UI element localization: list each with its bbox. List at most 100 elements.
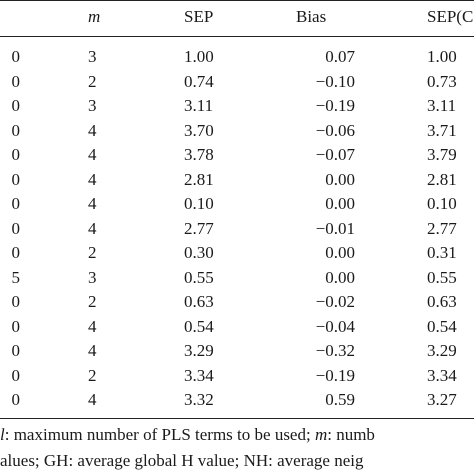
table-top-rule <box>0 0 474 1</box>
cell-sepc: 3.29 <box>427 341 457 360</box>
footnote-l-symbol: l <box>0 425 5 444</box>
cell-sepc: 0.55 <box>427 267 457 287</box>
table-row: 0 4 3.32 0.59 3.27 <box>0 388 474 412</box>
cell-bias: 0.00 <box>325 194 355 213</box>
table-header-rule <box>0 36 474 37</box>
cell-bias: −0.02 <box>315 292 355 311</box>
header-m: m <box>88 7 101 26</box>
table-row: 0 4 3.78 −0.07 3.79 <box>0 143 474 167</box>
table-row: 0 2 0.74 −0.10 0.73 <box>0 70 474 94</box>
cell-bias: −0.19 <box>315 365 355 385</box>
footnote-m-symbol: m <box>314 425 328 444</box>
cell-sepc: 2.77 <box>427 218 457 238</box>
cell-m: 4 <box>88 169 97 189</box>
footnote-line-1: l: maximum number of PLS terms to be use… <box>0 422 474 448</box>
table-row: 0 2 0.63 −0.02 0.63 <box>0 290 474 314</box>
cell-first: 0 <box>11 145 21 164</box>
cell-sepc: 0.10 <box>427 194 457 213</box>
cell-m: 4 <box>88 341 97 360</box>
cell-bias: −0.32 <box>315 341 355 360</box>
cell-sepc: 2.81 <box>427 169 457 189</box>
table-row: 0 4 2.81 0.00 2.81 <box>0 168 474 192</box>
cell-sepc: 3.71 <box>427 120 457 140</box>
cell-bias: −0.19 <box>315 96 355 115</box>
cell-first: 0 <box>11 243 21 262</box>
cell-bias: 0.07 <box>325 47 355 66</box>
cell-sep: 3.11 <box>184 96 214 115</box>
table-row: 0 4 2.77 −0.01 2.77 <box>0 217 474 241</box>
cell-sep: 3.29 <box>184 341 214 360</box>
cell-sepc: 3.11 <box>427 96 457 115</box>
cell-m: 4 <box>88 390 97 409</box>
cell-first: 0 <box>11 169 21 189</box>
cell-m: 2 <box>88 365 97 385</box>
cell-first: 0 <box>11 194 21 213</box>
cell-first: 0 <box>11 316 21 336</box>
cell-bias: 0.59 <box>325 390 355 409</box>
footnote-line-2: alues; GH: average global H value; NH: a… <box>0 451 364 470</box>
cell-sep: 3.34 <box>184 365 214 385</box>
cell-first: 0 <box>11 120 21 140</box>
table-row: 0 4 3.70 −0.06 3.71 <box>0 119 474 143</box>
cell-m: 4 <box>88 194 97 213</box>
cell-first: 0 <box>11 390 21 409</box>
cell-bias: −0.01 <box>315 218 355 238</box>
cell-sepc: 3.34 <box>427 365 457 385</box>
footnote-m-text: : numb <box>327 425 375 444</box>
cell-sepc: 0.31 <box>427 243 457 262</box>
cell-sepc: 3.79 <box>427 145 457 164</box>
cell-sepc: 0.63 <box>427 292 457 311</box>
cell-sep: 3.78 <box>184 145 214 164</box>
table-row: 0 3 1.00 0.07 1.00 <box>0 45 474 69</box>
cell-bias: 0.00 <box>325 169 355 189</box>
cell-sep: 0.74 <box>184 71 214 91</box>
cell-first: 0 <box>11 71 21 91</box>
cell-bias: −0.04 <box>315 316 355 336</box>
cell-first: 0 <box>11 292 21 311</box>
cell-m: 3 <box>88 267 97 287</box>
cell-sepc: 0.73 <box>427 71 457 91</box>
cell-bias: 0.00 <box>325 243 355 262</box>
cell-first: 0 <box>11 47 21 66</box>
cell-sep: 2.77 <box>184 218 214 238</box>
footnote-l-text: : maximum number of PLS terms to be used… <box>4 425 315 444</box>
cell-first: 5 <box>11 267 21 287</box>
cell-sepc: 1.00 <box>427 47 457 66</box>
cell-sepc: 3.27 <box>427 390 457 409</box>
table-row: 5 3 0.55 0.00 0.55 <box>0 266 474 290</box>
header-sep: SEP <box>184 7 214 26</box>
cell-sepc: 0.54 <box>427 316 457 336</box>
cell-bias: −0.07 <box>315 145 355 164</box>
cell-sep: 0.10 <box>184 194 214 213</box>
cell-sep: 1.00 <box>184 47 214 66</box>
cell-m: 4 <box>88 120 97 140</box>
table-row: 0 4 3.29 −0.32 3.29 <box>0 339 474 363</box>
cell-sep: 0.63 <box>184 292 214 311</box>
cell-m: 4 <box>88 145 97 164</box>
header-bias: Bias <box>296 7 327 26</box>
cell-m: 2 <box>88 292 97 311</box>
cell-m: 3 <box>88 96 97 115</box>
cell-m: 3 <box>88 47 97 66</box>
cell-first: 0 <box>11 96 21 115</box>
table-row: 0 2 0.30 0.00 0.31 <box>0 241 474 265</box>
cell-bias: 0.00 <box>325 267 355 287</box>
header-sepc: SEP(C <box>427 7 474 26</box>
cell-sep: 0.30 <box>184 243 214 262</box>
cell-m: 2 <box>88 243 97 262</box>
table-row: 0 3 3.11 −0.19 3.11 <box>0 94 474 118</box>
table-footnote: l: maximum number of PLS terms to be use… <box>0 422 474 474</box>
cell-sep: 0.54 <box>184 316 214 336</box>
cell-sep: 2.81 <box>184 169 214 189</box>
cell-m: 4 <box>88 218 97 238</box>
table-row: 0 4 0.10 0.00 0.10 <box>0 192 474 216</box>
cell-first: 0 <box>11 218 21 238</box>
cell-m: 4 <box>88 316 97 336</box>
cell-sep: 3.32 <box>184 390 214 409</box>
cell-m: 2 <box>88 71 97 91</box>
cell-bias: −0.10 <box>315 71 355 91</box>
cell-first: 0 <box>11 341 21 360</box>
cell-bias: −0.06 <box>315 120 355 140</box>
table-row: 0 2 3.34 −0.19 3.34 <box>0 364 474 388</box>
cell-sep: 0.55 <box>184 267 214 287</box>
